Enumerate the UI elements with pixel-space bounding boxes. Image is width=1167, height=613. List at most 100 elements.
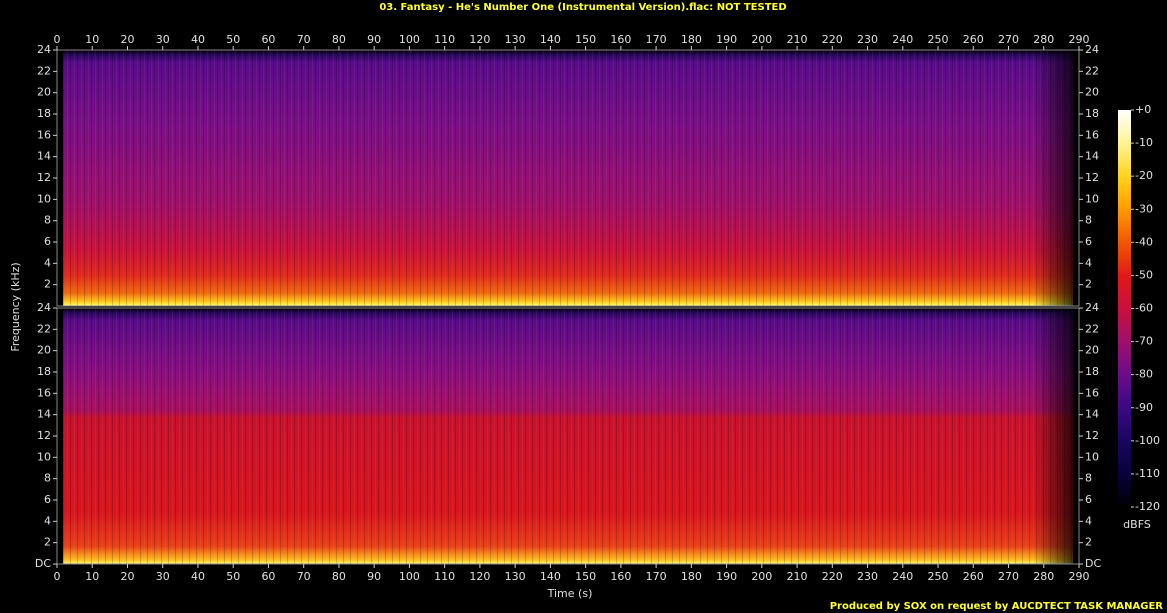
y-tick-label: 10 (37, 192, 51, 205)
y-tick-label: 4 (1085, 514, 1092, 527)
x-tick-label: 250 (928, 33, 949, 46)
y-tick-label: 24 (37, 301, 51, 314)
y-tick-label: 20 (37, 86, 51, 99)
x-tick-label: 10 (85, 570, 99, 583)
y-tick-label: 6 (1085, 235, 1092, 248)
x-tick-label: 80 (332, 33, 346, 46)
colorbar-tick-label: -90 (1135, 401, 1153, 414)
x-tick-label: 30 (156, 570, 170, 583)
x-tick-label: 50 (226, 33, 240, 46)
x-tick-label: 140 (540, 33, 561, 46)
x-axis-label: Time (s) (547, 587, 593, 600)
x-tick-label: 70 (297, 33, 311, 46)
y-tick-label: 10 (37, 450, 51, 463)
x-tick-label: 170 (646, 570, 667, 583)
y-tick-label: 14 (37, 150, 51, 163)
x-tick-label: 60 (261, 33, 275, 46)
y-tick-label: 18 (1085, 365, 1099, 378)
colorbar-tick-label: -70 (1135, 335, 1153, 348)
y-tick-label: 10 (1085, 450, 1099, 463)
x-tick-label: 190 (716, 33, 737, 46)
x-tick-label: 110 (434, 570, 455, 583)
spectrum-texture (63, 308, 1073, 564)
x-tick-label: 260 (963, 33, 984, 46)
y-tick-label: 12 (1085, 171, 1099, 184)
colorbar-tick-label: -50 (1135, 268, 1153, 281)
y-tick-label: 2 (44, 536, 51, 549)
y-tick-label: DC (1085, 557, 1101, 570)
y-tick-label: 20 (1085, 86, 1099, 99)
x-tick-label: 70 (297, 570, 311, 583)
y-tick-label: 14 (1085, 408, 1099, 421)
colorbar-tick-label: -40 (1135, 235, 1153, 248)
colorbar-tick-label: -30 (1135, 202, 1153, 215)
y-tick-label: 8 (1085, 472, 1092, 485)
y-tick-label: 4 (1085, 256, 1092, 269)
x-tick-label: 40 (191, 570, 205, 583)
y-tick-label: 14 (37, 408, 51, 421)
x-tick-label: 60 (261, 570, 275, 583)
x-tick-label: 90 (367, 33, 381, 46)
y-tick-label: 6 (44, 235, 51, 248)
y-tick-label: 22 (37, 322, 51, 335)
x-tick-label: 90 (367, 570, 381, 583)
x-tick-label: 210 (787, 33, 808, 46)
x-tick-label: 140 (540, 570, 561, 583)
x-tick-label: 170 (646, 33, 667, 46)
x-tick-label: 100 (399, 570, 420, 583)
footer: Produced by SOX on request by AUCDTECT T… (830, 601, 1164, 612)
x-tick-label: 80 (332, 570, 346, 583)
y-tick-label: 16 (37, 386, 51, 399)
y-tick-label: 6 (44, 493, 51, 506)
y-tick-label: 2 (44, 278, 51, 291)
x-tick-label: 120 (469, 33, 490, 46)
x-tick-label: 200 (751, 570, 772, 583)
x-tick-label: 280 (1033, 570, 1054, 583)
x-tick-label: 10 (85, 33, 99, 46)
x-tick-label: 40 (191, 33, 205, 46)
spectrum-fade (1033, 50, 1073, 306)
y-tick-label: DC (35, 557, 51, 570)
y-tick-label: 12 (1085, 429, 1099, 442)
chart-title: 03. Fantasy - He's Number One (Instrumen… (379, 2, 786, 13)
colorbar-tick-label: -100 (1135, 434, 1160, 447)
y-tick-label: 16 (37, 128, 51, 141)
y-tick-label: 20 (37, 344, 51, 357)
y-tick-label: 20 (1085, 344, 1099, 357)
x-tick-label: 210 (787, 570, 808, 583)
x-tick-label: 290 (1069, 570, 1090, 583)
y-tick-label: 4 (44, 256, 51, 269)
y-tick-label: 18 (1085, 107, 1099, 120)
colorbar (1118, 110, 1131, 507)
x-tick-label: 150 (575, 33, 596, 46)
y-tick-label: 10 (1085, 192, 1099, 205)
y-tick-label: 12 (37, 429, 51, 442)
y-tick-label: 8 (44, 214, 51, 227)
x-tick-label: 130 (505, 570, 526, 583)
y-tick-label: 24 (1085, 43, 1099, 56)
y-tick-label: 2 (1085, 278, 1092, 291)
x-tick-label: 290 (1069, 33, 1090, 46)
x-tick-label: 20 (120, 570, 134, 583)
x-tick-label: 150 (575, 570, 596, 583)
y-tick-label: 22 (1085, 322, 1099, 335)
y-tick-label: 24 (37, 43, 51, 56)
x-tick-label: 220 (822, 33, 843, 46)
y-tick-label: 8 (44, 472, 51, 485)
x-tick-label: 100 (399, 33, 420, 46)
colorbar-tick-label: -110 (1135, 467, 1160, 480)
x-tick-label: 240 (892, 33, 913, 46)
x-tick-label: 250 (928, 570, 949, 583)
x-tick-label: 240 (892, 570, 913, 583)
x-tick-label: 180 (681, 570, 702, 583)
x-tick-label: 230 (857, 33, 878, 46)
colorbar-label: dBFS (1123, 518, 1151, 531)
colorbar-tick-label: -80 (1135, 368, 1153, 381)
x-tick-label: 120 (469, 570, 490, 583)
y-tick-label: 12 (37, 171, 51, 184)
x-tick-label: 220 (822, 570, 843, 583)
y-tick-label: 18 (37, 107, 51, 120)
x-tick-label: 190 (716, 570, 737, 583)
x-tick-label: 160 (610, 570, 631, 583)
